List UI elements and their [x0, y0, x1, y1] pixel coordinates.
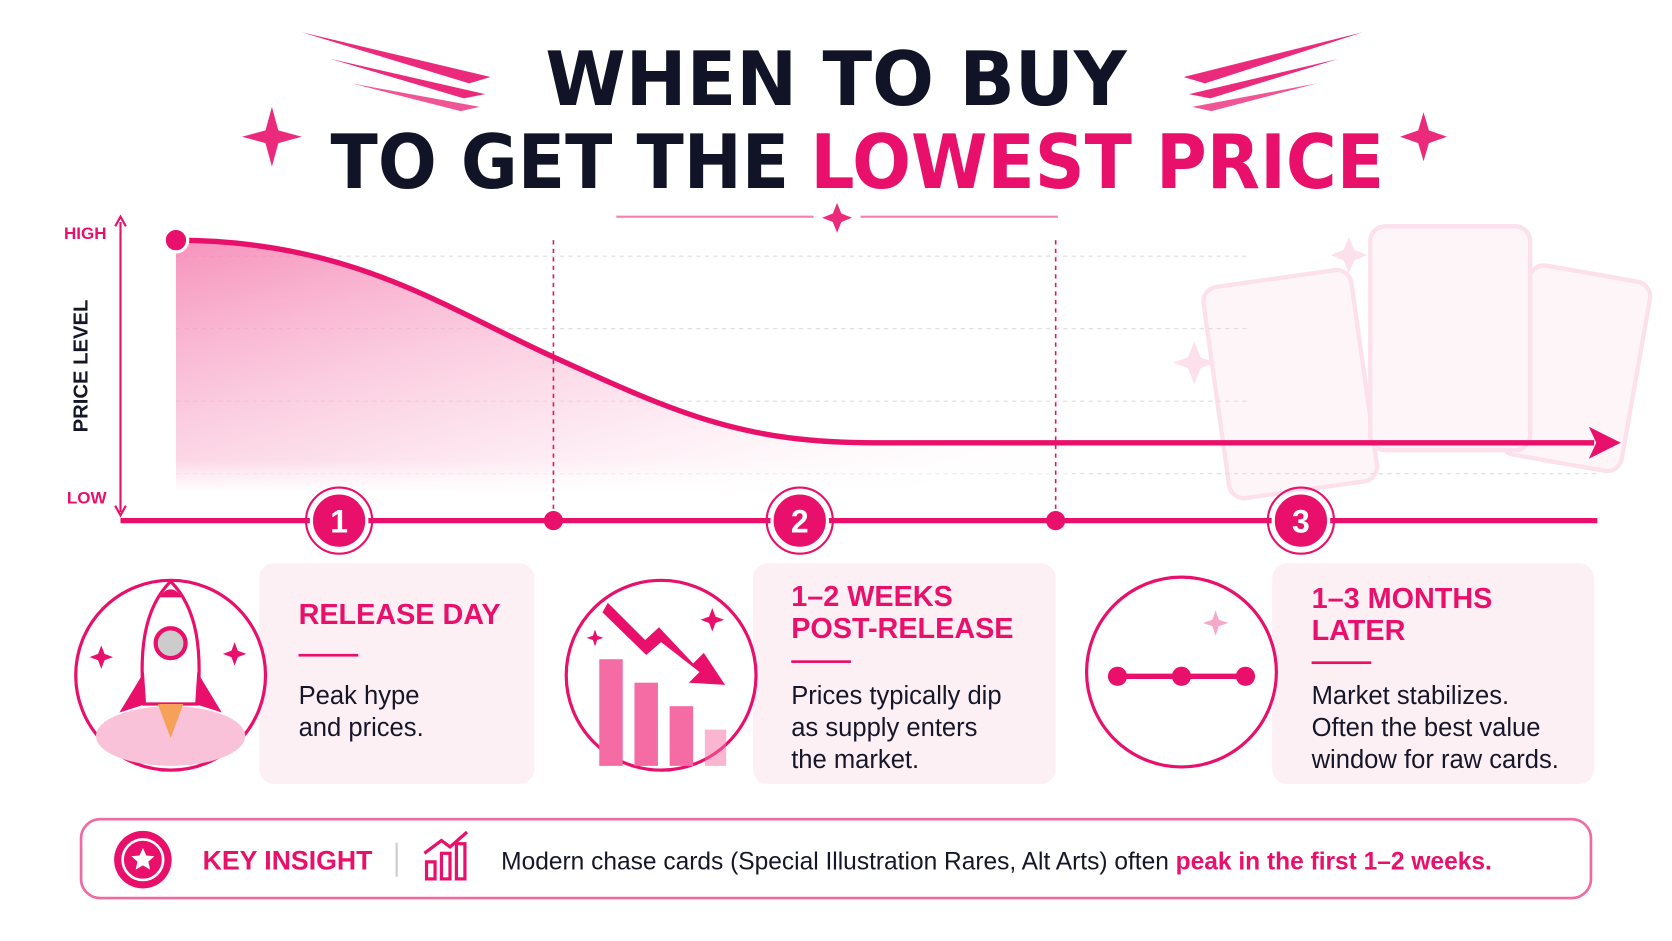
insight-box: KEY INSIGHT Modern chase cards (Special … [79, 817, 1593, 900]
axis-label: PRICE LEVEL [70, 300, 92, 433]
stage-description: Often the best value [1312, 714, 1541, 742]
insight-highlight: peak in the first 1–2 weeks. [1176, 848, 1492, 875]
title-line2: TO GET THE [331, 119, 790, 206]
insight-label: KEY INSIGHT [203, 845, 373, 875]
stage-number: 2 [791, 503, 809, 539]
title-line1: WHEN TO BUY [545, 36, 1127, 123]
stage-description: as supply enters [791, 714, 977, 742]
axis-low: LOW [67, 489, 108, 508]
stage-title: POST-RELEASE [791, 613, 1013, 645]
stage-title: 1–3 MONTHS [1312, 583, 1493, 615]
stage-description: Prices typically dip [791, 682, 1001, 710]
stage-description: and prices. [299, 714, 424, 742]
insight-body: Modern chase cards (Special Illustration… [501, 848, 1175, 875]
axis-high: HIGH [64, 224, 107, 243]
cards-decoration [1172, 224, 1653, 501]
stage-title: RELEASE DAY [299, 599, 501, 631]
stage-number: 3 [1292, 503, 1310, 539]
stage-description: Peak hype [299, 682, 420, 710]
title-highlight: LOWEST PRICE [810, 119, 1384, 206]
stage-boxes [259, 563, 1595, 784]
decoration [242, 32, 1448, 233]
stage-number: 1 [330, 503, 348, 539]
stage-icons [74, 575, 1278, 772]
price-chart: HIGH LOW PRICE LEVEL [64, 214, 1621, 521]
insight-text: Modern chase cards (Special Illustration… [501, 848, 1492, 875]
timeline: 1 2 3 [120, 486, 1598, 555]
stage-description: window for raw cards. [1311, 746, 1559, 774]
stage-description: Market stabilizes. [1312, 682, 1510, 710]
stage-title: LATER [1312, 615, 1406, 647]
stage-title: 1–2 WEEKS [791, 581, 953, 613]
stage-description: the market. [791, 746, 919, 774]
stage-text: RELEASE DAY Peak hype and prices. 1–2 WE… [298, 581, 1559, 774]
